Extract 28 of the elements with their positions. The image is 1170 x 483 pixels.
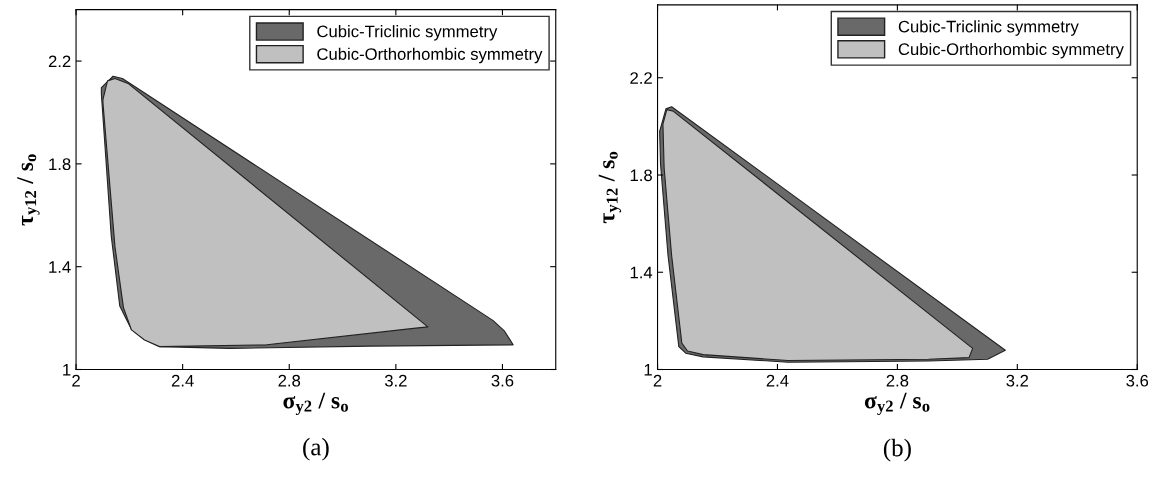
y-tick-label: 1: [644, 364, 652, 376]
y-tick-label: 1.4: [630, 266, 653, 279]
x-tick-label: 2: [653, 374, 662, 387]
x-tick-label: 3.6: [491, 374, 514, 387]
text: (b): [883, 438, 911, 462]
legend-label: Cubic-Orthorhombic symmetry: [898, 42, 1124, 59]
x-tick-label: 2.8: [278, 374, 301, 387]
legend-label: Cubic-Triclinic symmetry: [317, 25, 498, 41]
y-axis-title: τ$_{y12}$ / s$_{o}$: [598, 151, 622, 224]
x-tick-label: 2.8: [886, 374, 909, 387]
y-tick-label: 2.2: [630, 72, 652, 84]
x-tick-label: 3.2: [1006, 374, 1029, 387]
y-tick-label: 1.4: [49, 261, 71, 273]
x-tick-label: 2.4: [766, 374, 789, 387]
x-tick-label: 2: [72, 374, 80, 387]
x-tick-label: 3.2: [384, 374, 407, 387]
legend-label: Cubic-Triclinic symmetry: [898, 20, 1079, 36]
y-axis-title: τ$_{y12}$ / s$_{o}$: [17, 154, 40, 226]
x-axis-title: σ$_{y2}$ / s$_{o}$: [283, 392, 348, 416]
x-tick-label: 2.4: [171, 374, 194, 387]
y-tick-label: 1.8: [630, 169, 652, 182]
y-tick-label: 2.2: [48, 55, 71, 68]
text: (a): [303, 437, 329, 461]
y-tick-label: 1.8: [49, 158, 71, 171]
x-axis-title: σ$_{y2}$ / s$_{o}$: [864, 392, 930, 416]
y-tick-label: 1: [63, 364, 71, 376]
legend-label: Cubic-Orthorhombic symmetry: [317, 47, 543, 64]
x-tick-label: 3.6: [1126, 374, 1149, 387]
